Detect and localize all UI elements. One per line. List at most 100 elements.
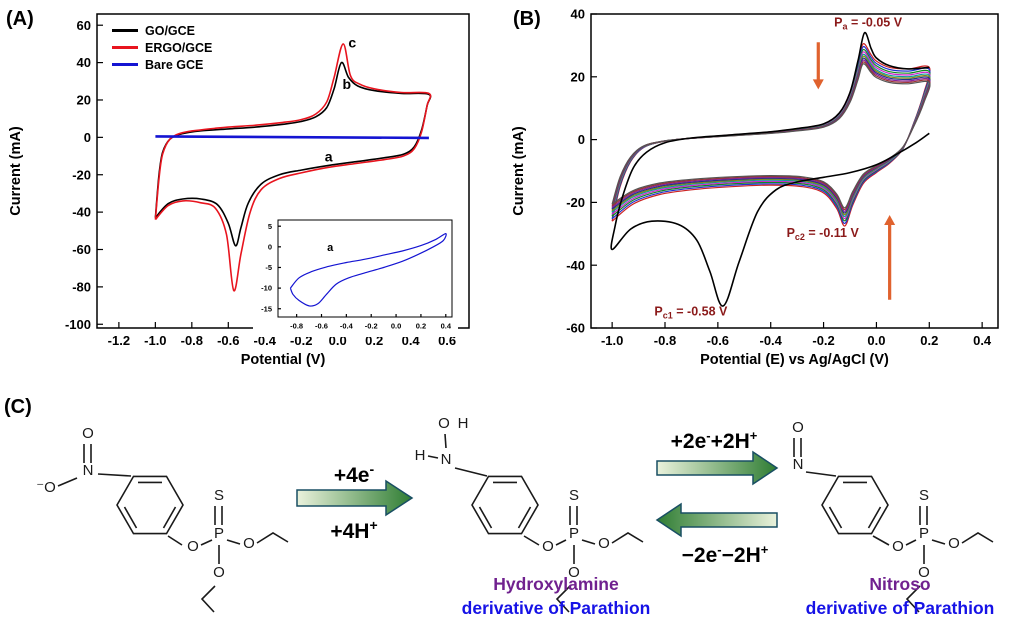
text-annotation: a bbox=[325, 149, 333, 165]
ethyl-chain bbox=[555, 585, 571, 613]
block-arrow-left-icon bbox=[655, 502, 778, 538]
legend-label-bare-gce: Bare GCE bbox=[145, 57, 204, 72]
text-annotation: Pc1 = -0.58 V bbox=[654, 304, 728, 320]
reaction-arrow-3: −2e-−2H+ bbox=[655, 502, 778, 567]
atom-phosphorus: P bbox=[569, 525, 579, 542]
cv-chart-b: -1.0 -0.8 -0.6 -0.4 -0.2 0.0 0.2 0.4 -60 -40 -20 0 2… bbox=[566, 7, 999, 348]
y-axis-label-b: Current (mA) bbox=[511, 126, 527, 216]
atom-nitrogen: N bbox=[441, 451, 452, 468]
molecule-nitroso-derivative: O N O P S O O bbox=[792, 419, 994, 613]
axis-frame bbox=[277, 219, 453, 318]
x-tick-label: 0.2 bbox=[416, 322, 426, 331]
y-tick-label: -20 bbox=[72, 167, 91, 182]
x-tick-label: -0.4 bbox=[760, 333, 783, 348]
x-tick-label: -0.8 bbox=[290, 322, 303, 331]
y-tick-label: 0 bbox=[84, 130, 91, 145]
y-tick-label: -40 bbox=[566, 258, 585, 273]
x-tick-label: 0.4 bbox=[441, 322, 452, 331]
atom-oxygen: O bbox=[243, 535, 255, 552]
ethyl-chain bbox=[611, 532, 644, 544]
x-tick-label: -0.4 bbox=[340, 322, 354, 331]
molecule-hydroxylamine-derivative: O H H N O P S O O bbox=[415, 415, 644, 613]
series-cycle-11 bbox=[611, 63, 931, 209]
ethyl-chain bbox=[200, 585, 216, 613]
y-tick-label: -60 bbox=[566, 321, 585, 336]
text-annotation: b bbox=[343, 76, 352, 92]
x-axis-label-a: Potential (V) bbox=[240, 352, 326, 368]
series-bare-gce-inset bbox=[289, 233, 447, 307]
x-tick-label: 0.4 bbox=[973, 333, 992, 348]
atom-hydrogen: H bbox=[415, 447, 426, 464]
atom-oxygen: O bbox=[438, 415, 450, 432]
panel-a: (A) -1.2 -1.0 -0.8 -0.6 -0.4 -0.2 0.0 0.2 0.4 0.6… bbox=[0, 0, 505, 390]
atom-hydrogen: H bbox=[458, 415, 469, 432]
caption-nitroso: Nitroso bbox=[869, 574, 930, 594]
ethyl-chain bbox=[256, 532, 289, 544]
y-tick-label: 40 bbox=[571, 7, 585, 22]
x-tick-label: -1.2 bbox=[108, 333, 130, 348]
legend-line-go-gce bbox=[112, 29, 138, 32]
x-tick-label: -1.0 bbox=[144, 333, 166, 348]
atom-oxygen: O bbox=[598, 535, 610, 552]
inset-chart-bare-gce: -0.8 -0.6 -0.4 -0.2 0.0 0.2 0.4 -15 -10 -5 0 5 a bbox=[253, 212, 458, 337]
axis-frame bbox=[590, 13, 999, 329]
x-tick-label: -0.2 bbox=[812, 333, 834, 348]
atom-oxygen: O bbox=[918, 564, 930, 581]
caption-nitroso-sub: derivative of Parathion bbox=[806, 598, 995, 618]
atom-oxygen: O bbox=[213, 564, 225, 581]
series-cycle-1 bbox=[610, 31, 930, 307]
caption-hydroxylamine: Hydroxylamine bbox=[493, 574, 619, 594]
x-axis-label-b: Potential (E) vs Ag/AgCl (V) bbox=[700, 352, 889, 368]
y-tick-label: 20 bbox=[571, 69, 585, 84]
text-annotation: c bbox=[348, 35, 356, 51]
y-tick-label: -15 bbox=[261, 304, 272, 313]
legend-item-go-gce: GO/GCE bbox=[112, 22, 212, 39]
block-arrow-right-icon bbox=[656, 450, 779, 486]
atom-oxygen: O bbox=[568, 564, 580, 581]
legend-item-ergo-gce: ERGO/GCE bbox=[112, 39, 212, 56]
legend-label-go-gce: GO/GCE bbox=[145, 23, 196, 38]
series-Bare GCE bbox=[155, 135, 429, 140]
reaction-arrow-2: +2e-+2H+ bbox=[656, 428, 779, 486]
y-tick-label: -80 bbox=[72, 279, 91, 294]
reaction-scheme: O N ⁻O O P S O O bbox=[36, 415, 995, 618]
proton-label-4h: +4H+ bbox=[330, 517, 377, 543]
x-tick-label: -0.2 bbox=[365, 322, 378, 331]
x-tick-label: 0.0 bbox=[391, 322, 401, 331]
x-tick-label: -0.6 bbox=[315, 322, 328, 331]
electron-label-4e: +4e- bbox=[334, 461, 375, 487]
caption-hydroxylamine-sub: derivative of Parathion bbox=[462, 598, 651, 618]
legend-line-bare-gce bbox=[112, 63, 138, 66]
atom-nitrogen: N bbox=[793, 456, 804, 473]
arrow-head-icon bbox=[884, 214, 896, 225]
legend-item-bare-gce: Bare GCE bbox=[112, 56, 212, 73]
atom-phosphorus: P bbox=[919, 525, 929, 542]
arrow-head-icon bbox=[812, 79, 824, 90]
y-tick-label: -60 bbox=[72, 242, 91, 257]
y-tick-label: -20 bbox=[566, 195, 585, 210]
x-tick-label: -1.0 bbox=[601, 333, 623, 348]
molecule-parathion: O N ⁻O O P S O O bbox=[36, 425, 289, 613]
panel-b: (B) -1.0 -0.8 -0.6 -0.4 -0.2 0.0 0.2 0.4 -60 -40-… bbox=[505, 0, 1024, 390]
x-tick-label: 0.0 bbox=[867, 333, 885, 348]
x-tick-label: 0.2 bbox=[920, 333, 938, 348]
y-tick-label: -10 bbox=[261, 284, 272, 293]
reaction-arrow-1: +4e- +4H+ bbox=[296, 461, 414, 543]
y-tick-label: 60 bbox=[77, 18, 91, 33]
atom-oxygen: O bbox=[542, 538, 554, 555]
benzene-ring bbox=[471, 475, 539, 535]
x-tick-label: -0.8 bbox=[654, 333, 676, 348]
panel-a-letter: (A) bbox=[6, 8, 34, 30]
electron-proton-label-2e2h: +2e-+2H+ bbox=[671, 428, 758, 453]
text-annotation: Pa = -0.05 V bbox=[834, 16, 903, 32]
x-tick-label: -0.8 bbox=[181, 333, 203, 348]
y-tick-label: 0 bbox=[268, 242, 272, 251]
series-cycle-4 bbox=[611, 48, 931, 222]
y-tick-label: -5 bbox=[265, 263, 272, 272]
x-tick-label: -0.6 bbox=[707, 333, 729, 348]
block-arrow-right-icon bbox=[296, 479, 414, 517]
atom-oxygen: O bbox=[82, 425, 94, 442]
atom-nitrogen: N bbox=[83, 462, 94, 479]
atom-oxygen: O bbox=[892, 538, 904, 555]
